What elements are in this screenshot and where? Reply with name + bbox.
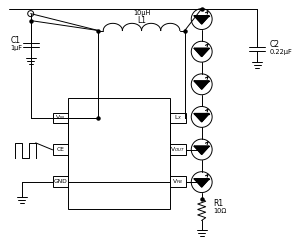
Text: 10Ω: 10Ω	[214, 208, 227, 214]
Polygon shape	[194, 179, 209, 187]
Polygon shape	[194, 81, 209, 89]
Text: L$_X$: L$_X$	[174, 114, 182, 122]
Bar	[52, 113, 68, 124]
Text: R1: R1	[214, 199, 224, 208]
Text: 1μF: 1μF	[10, 45, 22, 51]
Polygon shape	[194, 16, 209, 24]
Text: V$_{OUT}$: V$_{OUT}$	[170, 145, 185, 154]
Bar	[52, 176, 68, 187]
Text: 0.22μF: 0.22μF	[269, 49, 292, 55]
Text: V$_{FB}$: V$_{FB}$	[172, 177, 183, 186]
Text: C2: C2	[269, 40, 279, 49]
Text: GND: GND	[54, 179, 68, 184]
Bar	[68, 98, 170, 209]
Bar	[170, 176, 186, 187]
Bar	[170, 144, 186, 155]
Polygon shape	[194, 146, 209, 154]
Bar	[52, 144, 68, 155]
Polygon shape	[194, 48, 209, 57]
Text: 10μH: 10μH	[133, 10, 150, 16]
Text: L1: L1	[137, 16, 146, 25]
Polygon shape	[194, 114, 209, 122]
Text: C1: C1	[11, 36, 21, 45]
Bar	[170, 113, 186, 124]
Text: V$_{IN}$: V$_{IN}$	[55, 114, 66, 122]
Text: CE: CE	[57, 147, 64, 152]
